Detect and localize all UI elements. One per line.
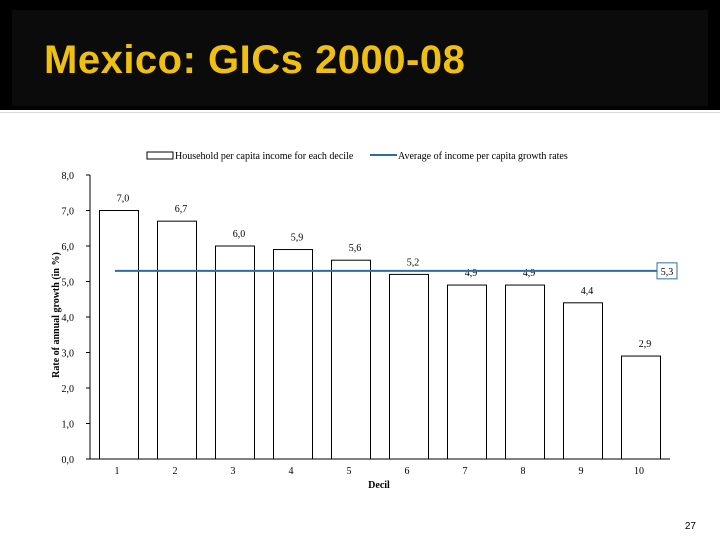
average-line-group: 5,3 <box>115 262 678 280</box>
x-tick-label: 6 <box>405 466 410 477</box>
bar <box>273 249 313 460</box>
title-band <box>0 0 720 110</box>
y-tick-label: 8,0 <box>62 171 75 182</box>
bar <box>157 220 197 460</box>
y-tick-label: 0,0 <box>62 455 75 466</box>
x-tick-label: 5 <box>347 466 352 477</box>
bar <box>621 355 661 460</box>
y-axis-title: Rate of annual growth (in %) <box>51 252 62 378</box>
slide-title: Mexico: GICs 2000-08 <box>44 38 466 82</box>
bar-value-label: 6,7 <box>175 204 188 215</box>
bar-value-label: 2,9 <box>639 339 652 350</box>
bar <box>331 259 371 460</box>
bar <box>389 273 429 460</box>
x-axis-title: Decil <box>368 480 390 491</box>
x-tick-label: 4 <box>289 466 294 477</box>
y-tick-label: 1,0 <box>62 420 75 431</box>
bars: 7,0 6,7 6,0 5,9 5,6 5,2 4,9 4,9 4,4 2,9 <box>99 194 661 460</box>
bar-value-label: 5,6 <box>349 243 362 254</box>
average-label-box <box>656 262 678 280</box>
x-tick-label: 9 <box>579 466 584 477</box>
x-tick-label: 2 <box>173 466 178 477</box>
chart-legend: Household per capita income for each dec… <box>146 151 568 162</box>
y-tick-label: 5,0 <box>62 278 75 289</box>
x-tick-label: 3 <box>231 466 236 477</box>
title-divider <box>0 112 720 113</box>
legend-line-label: Average of income per capita growth rate… <box>398 151 568 162</box>
y-tick-label: 2,0 <box>62 384 75 395</box>
legend-bar-label: Household per capita income for each dec… <box>175 151 354 162</box>
x-ticks: 1 2 3 4 5 6 7 8 9 10 <box>115 466 645 477</box>
y-ticks: 0,0 1,0 2,0 3,0 4,0 5,0 6,0 7,0 8,0 <box>62 171 90 466</box>
x-tick-label: 7 <box>463 466 468 477</box>
bar <box>215 245 255 460</box>
bar-value-label: 5,2 <box>407 257 420 268</box>
bar <box>447 284 487 460</box>
bar-value-label: 4,9 <box>523 268 536 279</box>
x-tick-label: 1 <box>115 466 120 477</box>
bar-value-label: 7,0 <box>117 194 130 205</box>
bar <box>99 210 139 460</box>
y-tick-label: 4,0 <box>62 313 75 324</box>
legend-bar-swatch <box>146 151 174 160</box>
y-tick-label: 7,0 <box>62 207 75 218</box>
average-value-label: 5,3 <box>661 267 674 278</box>
x-tick-label: 8 <box>521 466 526 477</box>
bar-value-label: 5,9 <box>291 233 304 244</box>
y-tick-label: 3,0 <box>62 349 75 360</box>
bar <box>505 284 545 460</box>
x-tick-label: 10 <box>634 466 644 477</box>
bar <box>563 302 603 460</box>
bar-value-label: 4,9 <box>465 268 478 279</box>
page-number: 27 <box>684 521 696 532</box>
y-tick-label: 6,0 <box>62 242 75 253</box>
bar-value-label: 4,4 <box>581 286 594 297</box>
bar-value-label: 6,0 <box>233 229 246 240</box>
